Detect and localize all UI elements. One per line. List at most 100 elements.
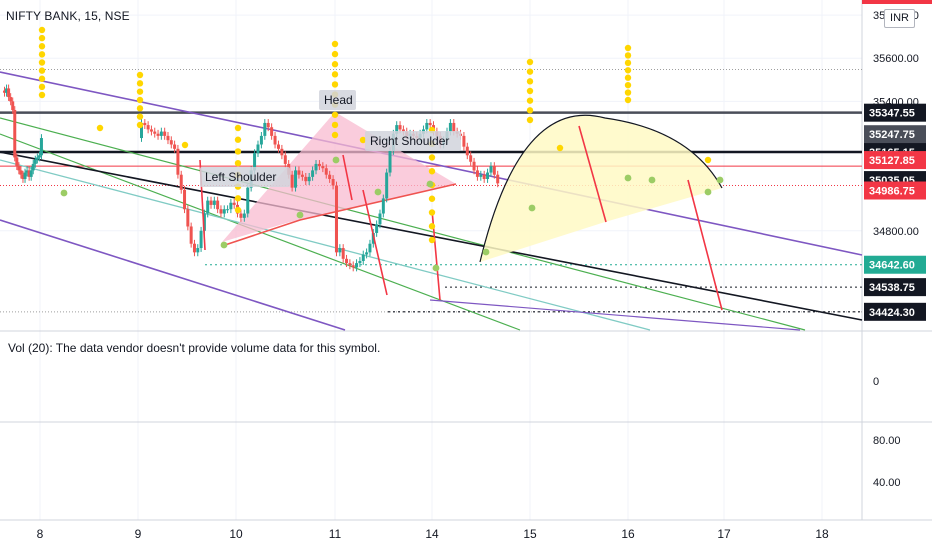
signal-dot-yellow — [624, 96, 632, 104]
candle-body — [486, 172, 490, 180]
signal-dot-yellow — [359, 136, 367, 144]
signal-dot-yellow — [136, 80, 144, 87]
signal-dot-yellow — [234, 148, 242, 155]
candle-body — [280, 148, 284, 156]
signal-dot-yellow — [624, 59, 632, 67]
candle-body — [156, 133, 160, 136]
price-label-box — [864, 125, 926, 144]
oscillator-tick: 40.00 — [873, 477, 901, 489]
price-label: 34538.75 — [869, 282, 915, 294]
signal-dot-yellow — [556, 144, 564, 152]
pattern-shapes — [222, 112, 723, 263]
candle-body — [358, 260, 362, 264]
candle-body — [290, 174, 294, 188]
candle-body — [321, 166, 325, 169]
candle-body — [23, 172, 27, 180]
signal-dot-yellow — [331, 40, 339, 48]
candle-body — [259, 135, 263, 145]
candle-body — [398, 125, 402, 130]
candle-body — [469, 155, 473, 162]
signal-dot-yellow — [136, 96, 144, 104]
signal-dot-yellow — [526, 68, 534, 75]
candle-body — [425, 122, 429, 130]
candle-body — [19, 170, 23, 175]
top-red-bar — [862, 0, 932, 4]
candle-body — [314, 163, 318, 171]
candle-body — [153, 131, 157, 134]
price-label-box — [864, 255, 926, 274]
signal-dot-yellow — [428, 209, 436, 216]
candle-body — [140, 122, 143, 139]
signal-dot-green — [296, 211, 304, 219]
annotation-label: Head — [324, 93, 353, 107]
price-tick: 35600.00 — [873, 53, 919, 65]
trend-line — [0, 219, 346, 331]
annotation-label: Left Shoulder — [205, 170, 276, 184]
reference-lines — [0, 68, 862, 313]
candle-body — [452, 122, 456, 132]
signal-dot-yellow — [704, 156, 712, 164]
candle-body — [202, 213, 206, 231]
candle-body — [27, 170, 31, 177]
candle-body — [21, 174, 25, 180]
candle-body — [388, 150, 392, 173]
signal-dot-yellow — [526, 87, 534, 95]
trend-lines — [0, 71, 863, 331]
price-label-box — [864, 278, 926, 297]
candle-body — [270, 127, 274, 136]
price-label-box — [864, 302, 926, 321]
candle-body — [163, 131, 167, 136]
signal-dot-green — [374, 188, 382, 196]
time-axis: 8 9 10 11 14 15 16 17 18 — [37, 527, 829, 541]
signal-dot-yellow — [136, 105, 144, 112]
candle-body — [166, 135, 170, 141]
annotation-box — [200, 167, 290, 187]
candle-body — [311, 170, 315, 177]
time-tick: 9 — [135, 527, 142, 541]
symbol-title[interactable]: NIFTY BANK, 15, NSE — [6, 9, 130, 23]
signal-dot-green — [648, 176, 656, 184]
signal-dot-yellow — [331, 111, 339, 118]
signal-dot-yellow — [331, 81, 339, 88]
price-label-box — [864, 103, 926, 122]
signal-dot-yellow — [428, 195, 436, 202]
signal-dot-green — [220, 241, 228, 249]
candle-body — [448, 122, 452, 132]
projection-arrow — [362, 189, 388, 296]
candle-body — [482, 174, 486, 180]
candle-body — [385, 172, 389, 199]
candle-body — [297, 170, 301, 175]
signal-dot-yellow — [331, 61, 339, 68]
signal-dot-yellow — [234, 195, 242, 202]
candle-body — [462, 135, 466, 147]
cup-fill — [480, 115, 722, 262]
candle-body — [338, 248, 342, 253]
currency-badge[interactable]: INR — [884, 9, 915, 28]
signal-dot-yellow — [38, 83, 46, 91]
head-shoulders-fill — [222, 112, 456, 242]
price-label: 34642.60 — [869, 260, 915, 272]
candle-body — [335, 185, 338, 253]
price-label: 34424.30 — [869, 307, 915, 319]
grid-lines — [0, 0, 862, 520]
signal-dot-green — [60, 189, 68, 197]
signal-dot-green — [332, 156, 340, 164]
candle-body — [378, 213, 382, 225]
signal-dot-yellow — [38, 75, 46, 82]
signal-dot-yellow — [624, 67, 632, 74]
candle-body — [232, 202, 236, 205]
candle-body — [5, 88, 9, 93]
time-tick: 14 — [425, 527, 439, 541]
signal-dot-yellow — [331, 121, 339, 129]
candle-body — [216, 200, 220, 210]
candle-body — [345, 258, 349, 264]
candle-body — [253, 153, 257, 171]
signal-dot-yellow — [136, 71, 144, 79]
signal-dot-yellow — [38, 34, 46, 42]
signal-dot-yellow — [526, 58, 534, 66]
candle-body — [25, 170, 29, 173]
price-label: 35347.55 — [869, 108, 915, 120]
candle-body — [355, 263, 359, 268]
